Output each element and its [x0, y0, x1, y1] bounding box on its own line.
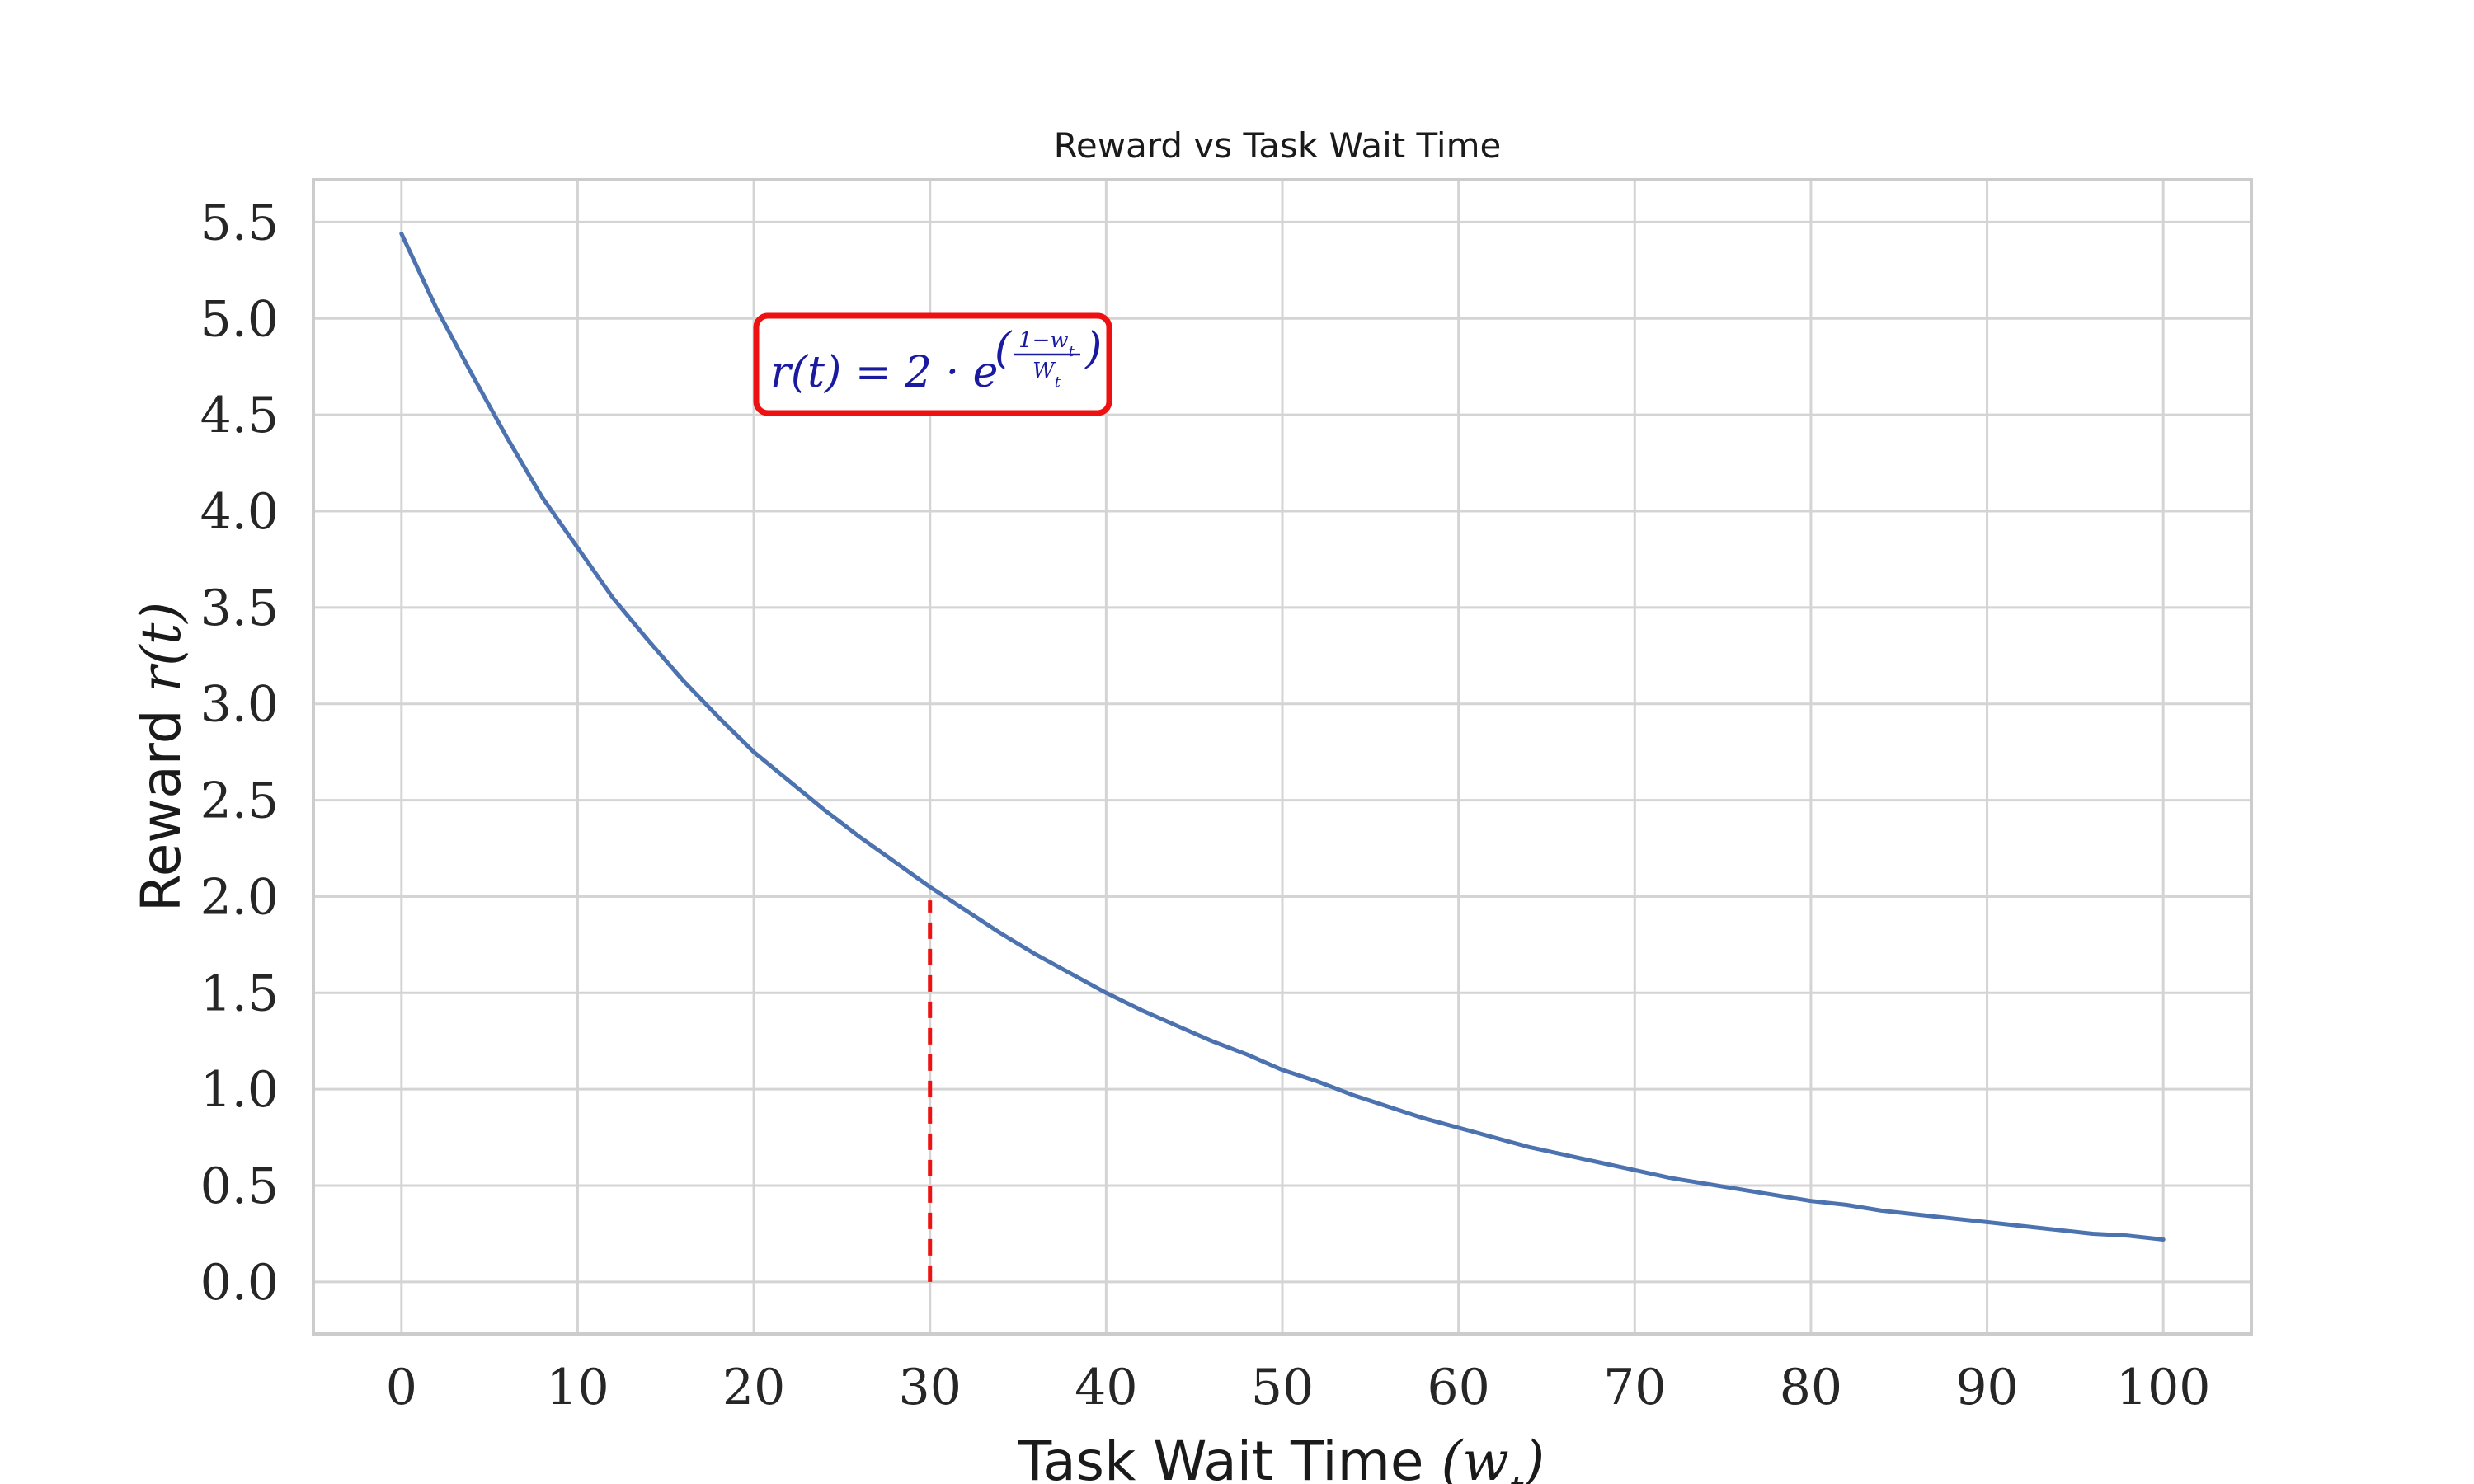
y-tick-label: 4.5: [200, 387, 279, 444]
x-tick-labels: 0 10 20 30 40 50 60 70 80 90 100: [386, 1359, 2211, 1416]
x-tick-label: 70: [1603, 1359, 1666, 1416]
x-tick-label: 60: [1427, 1359, 1489, 1416]
y-tick-label: 1.0: [200, 1061, 279, 1119]
y-tick-label: 2.5: [200, 773, 279, 830]
y-tick-label: 3.5: [200, 580, 279, 637]
plot-frame: [312, 178, 2253, 1336]
x-tick-label: 80: [1780, 1359, 1842, 1416]
formula-denominator: Wt: [1032, 359, 1061, 391]
y-tick-label: 0.0: [200, 1254, 279, 1312]
y-tick-labels: 0.0 0.5 1.0 1.5 2.0 2.5 3.0 3.5 4.0 4.5 5.0 5.5: [200, 194, 279, 1311]
y-tick-label: 0.5: [200, 1158, 279, 1215]
x-tick-label: 20: [722, 1359, 785, 1416]
formula-annotation: r(t) = 2 · e ( 1−wt Wt ): [753, 312, 1112, 416]
x-tick-label: 40: [1075, 1359, 1137, 1416]
x-axis-label: Task Wait Time (wt): [1018, 1430, 1545, 1484]
formula-main: r(t) = 2 · e: [770, 348, 998, 397]
y-tick-label: 5.5: [200, 194, 279, 251]
y-tick-label: 4.0: [200, 483, 279, 541]
formula-exp-close: ): [1084, 324, 1102, 373]
reward-curve: [399, 231, 2166, 1242]
x-tick-label: 90: [1955, 1359, 2018, 1416]
x-tick-label: 50: [1251, 1359, 1314, 1416]
formula-box: [753, 312, 1112, 416]
x-tick-label: 100: [2116, 1359, 2211, 1416]
formula-exp-open: (: [995, 324, 1013, 373]
y-tick-label: 5.0: [200, 290, 279, 348]
formula-numerator: 1−wt: [1018, 328, 1075, 360]
y-axis-label: Reward r(t): [129, 602, 193, 912]
chart-title: Reward vs Task Wait Time: [1054, 125, 1502, 166]
grid: [313, 180, 2251, 1334]
x-tick-label: 0: [386, 1359, 417, 1416]
y-tick-label: 1.5: [200, 965, 279, 1022]
y-tick-label: 3.0: [200, 676, 279, 734]
x-tick-label: 30: [899, 1359, 962, 1416]
x-tick-label: 10: [546, 1359, 609, 1416]
y-tick-label: 2.0: [200, 868, 279, 926]
